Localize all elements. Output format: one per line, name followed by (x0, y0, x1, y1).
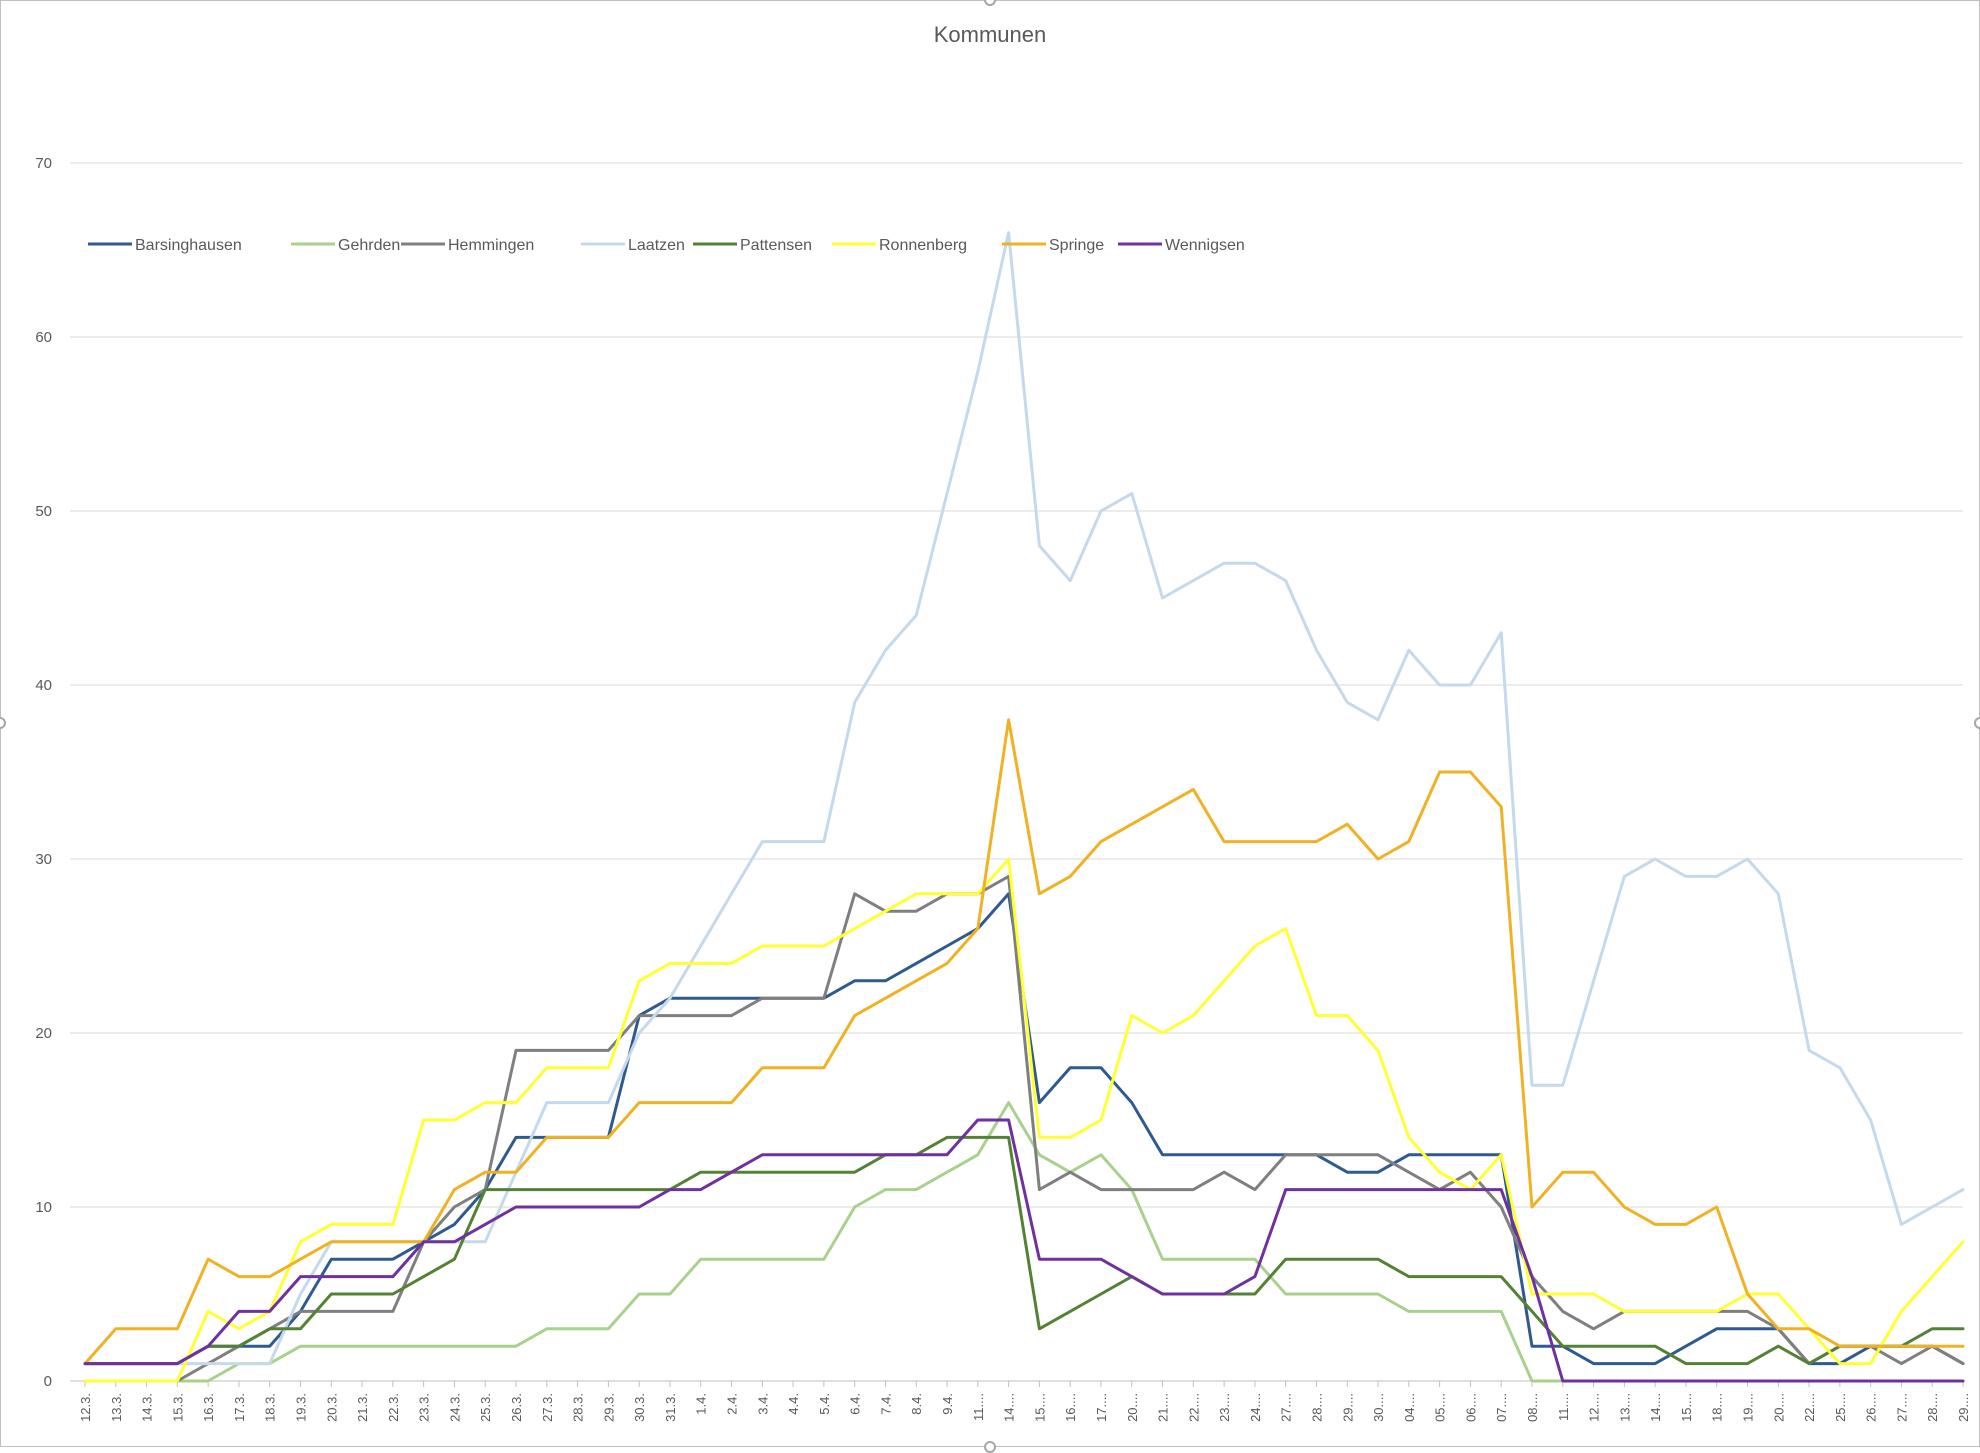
series-line-ronnenberg[interactable] (83, 857, 1965, 1383)
y-tick-label: 30 (35, 851, 52, 868)
x-tick-label: 15.... (1679, 1393, 1694, 1422)
legend-item-pattensen[interactable]: Pattensen (693, 237, 812, 254)
x-tick-label: 15.3. (170, 1393, 185, 1422)
legend-label: Barsinghausen (135, 237, 242, 254)
y-tick-label: 50 (35, 503, 52, 520)
x-tick-label: 12.3. (78, 1393, 93, 1422)
x-tick-label: 9.4. (940, 1393, 955, 1415)
series-line-springe[interactable] (83, 718, 1965, 1366)
y-tick-label: 0 (44, 1373, 52, 1390)
x-tick-label: 22.3. (386, 1393, 401, 1422)
x-tick-label: 29.... (1340, 1393, 1355, 1422)
x-tick-label: 29.... (1956, 1393, 1971, 1422)
x-tick-label: 2.4. (725, 1393, 740, 1415)
y-tick-label: 20 (35, 1025, 52, 1042)
x-tick-label: 27.... (1894, 1393, 1909, 1422)
x-tick-label: 6.4. (848, 1393, 863, 1415)
x-tick-label: 5.4. (817, 1393, 832, 1415)
x-tick-label: 05.... (1433, 1393, 1448, 1422)
x-tick-label: 21.... (1156, 1393, 1171, 1422)
series-line-pattensen[interactable] (83, 1135, 1965, 1366)
x-tick-label: 04.... (1402, 1393, 1417, 1422)
x-tick-label: 07.... (1494, 1393, 1509, 1422)
x-tick-label: 3.4. (755, 1393, 770, 1415)
x-tick-label: 19.... (1740, 1393, 1755, 1422)
legend-label: Springe (1049, 237, 1104, 254)
x-tick-label: 28.... (1925, 1393, 1940, 1422)
x-tick-label: 7.4. (878, 1393, 893, 1415)
y-tick-label: 10 (35, 1199, 52, 1216)
x-tick-label: 08.... (1525, 1393, 1540, 1422)
x-tick-label: 28.... (1309, 1393, 1324, 1422)
chart-title: Kommunen (933, 22, 1047, 47)
x-tick-label: 27.3. (540, 1393, 555, 1422)
series-line-wennigsen[interactable] (83, 1118, 1965, 1383)
x-tick-label: 22.... (1186, 1393, 1201, 1422)
resize-handle-left[interactable] (0, 717, 6, 729)
x-tick-label: 13.... (1617, 1393, 1632, 1422)
x-tick-label: 1.4. (694, 1393, 709, 1415)
x-tick-label: 25.3. (478, 1393, 493, 1422)
x-tick-label: 23.3. (417, 1393, 432, 1422)
x-tick-label: 18.... (1710, 1393, 1725, 1422)
legend-label: Gehrden (338, 237, 400, 254)
y-tick-label: 60 (35, 329, 52, 346)
x-tick-label: 20.3. (324, 1393, 339, 1422)
legend-label: Pattensen (740, 237, 812, 254)
x-tick-label: 11.... (971, 1393, 986, 1421)
legend-label: Hemmingen (448, 237, 534, 254)
x-tick-label: 22.... (1802, 1393, 1817, 1422)
x-tick-label: 20.... (1771, 1393, 1786, 1422)
x-tick-label: 15.... (1032, 1393, 1047, 1422)
x-tick-label: 31.3. (663, 1393, 678, 1422)
x-tick-label: 26.... (1864, 1393, 1879, 1422)
x-tick-label: 30.3. (632, 1393, 647, 1422)
legend-item-gehrden[interactable]: Gehrden (291, 237, 400, 254)
x-tick-label: 17.... (1094, 1393, 1109, 1422)
x-tick-label: 19.3. (294, 1393, 309, 1422)
x-tick-label: 25.... (1833, 1393, 1848, 1422)
x-tick-label: 14.... (1002, 1393, 1017, 1422)
x-tick-label: 06.... (1463, 1393, 1478, 1422)
x-tick-label: 28.3. (571, 1393, 586, 1422)
x-tick-label: 8.4. (909, 1393, 924, 1415)
legend-item-barsinghausen[interactable]: Barsinghausen (88, 237, 242, 254)
x-tick-label: 12.... (1587, 1393, 1602, 1422)
x-tick-label: 21.3. (355, 1393, 370, 1422)
x-tick-label: 24.3. (447, 1393, 462, 1422)
x-tick-label: 26.3. (509, 1393, 524, 1422)
legend-item-laatzen[interactable]: Laatzen (581, 237, 685, 254)
legend-label: Laatzen (628, 237, 685, 254)
x-tick-label: 14.... (1648, 1393, 1663, 1422)
legend-label: Ronnenberg (879, 237, 967, 254)
y-tick-label: 40 (35, 677, 52, 694)
x-tick-label: 23.... (1217, 1393, 1232, 1422)
x-tick-label: 29.3. (601, 1393, 616, 1422)
legend-label: Wennigsen (1165, 237, 1245, 254)
y-tick-label: 70 (35, 155, 52, 172)
legend-item-springe[interactable]: Springe (1002, 237, 1104, 254)
x-tick-label: 27.... (1279, 1393, 1294, 1422)
legend-item-hemmingen[interactable]: Hemmingen (401, 237, 534, 254)
x-tick-label: 16.... (1063, 1393, 1078, 1422)
resize-handle-top[interactable] (984, 0, 996, 6)
resize-handle-right[interactable] (1974, 717, 1980, 729)
legend-item-wennigsen[interactable]: Wennigsen (1118, 237, 1245, 254)
x-tick-label: 14.3. (140, 1393, 155, 1422)
x-tick-label: 24.... (1248, 1393, 1263, 1422)
x-tick-label: 16.3. (201, 1393, 216, 1422)
x-tick-label: 18.3. (263, 1393, 278, 1422)
legend-item-ronnenberg[interactable]: Ronnenberg (832, 237, 967, 254)
x-tick-label: 13.3. (109, 1393, 124, 1422)
x-tick-label: 17.3. (232, 1393, 247, 1422)
x-tick-label: 20.... (1125, 1393, 1140, 1422)
x-tick-label: 4.4. (786, 1393, 801, 1415)
x-tick-label: 11.... (1556, 1393, 1571, 1421)
x-tick-label: 30.... (1371, 1393, 1386, 1422)
